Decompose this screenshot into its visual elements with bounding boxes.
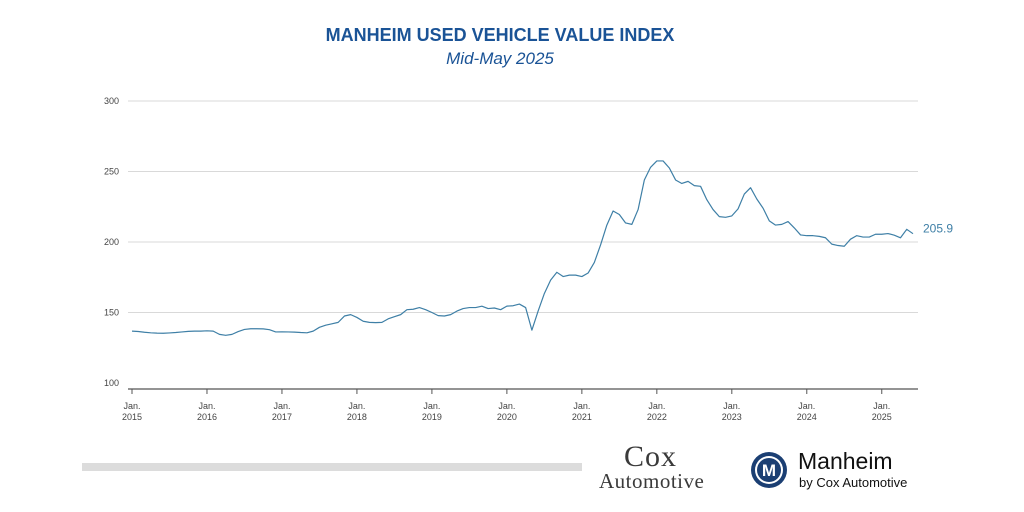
chart-subtitle: Mid-May 2025 (446, 49, 554, 68)
chart-title: MANHEIM USED VEHICLE VALUE INDEX (326, 25, 675, 45)
x-axis-ticks: Jan.2015Jan.2016Jan.2017Jan.2018Jan.2019… (122, 389, 892, 422)
x-tick-label-month: Jan. (123, 401, 140, 411)
x-tick-label-month: Jan. (873, 401, 890, 411)
x-tick-label-year: 2022 (647, 412, 667, 422)
x-tick-label-month: Jan. (573, 401, 590, 411)
y-tick-label: 250 (104, 167, 119, 177)
x-tick-label-year: 2020 (497, 412, 517, 422)
x-tick-label-month: Jan. (273, 401, 290, 411)
y-tick-label: 150 (104, 308, 119, 318)
footer-divider-bar (82, 463, 582, 471)
x-tick-label-year: 2015 (122, 412, 142, 422)
cox-logo-top-text: Cox (624, 440, 678, 473)
manheim-name: Manheim (798, 448, 893, 474)
x-tick-label-year: 2021 (572, 412, 592, 422)
x-tick-label-year: 2024 (797, 412, 817, 422)
grid-lines (128, 100, 918, 313)
y-tick-label: 200 (104, 237, 119, 247)
end-value-label: 205.9 (923, 222, 953, 236)
x-tick-label-year: 2023 (722, 412, 742, 422)
y-tick-label: 300 (104, 96, 119, 106)
y-tick-label: 100 (104, 378, 119, 388)
x-tick-label-year: 2018 (347, 412, 367, 422)
manheim-mark-letter: M (762, 461, 776, 480)
manheim-logo: M Manheim by Cox Automotive (750, 449, 930, 493)
x-tick-label-year: 2017 (272, 412, 292, 422)
series-line (131, 160, 914, 336)
manheim-subtitle: by Cox Automotive (799, 475, 908, 490)
x-tick-label-month: Jan. (798, 401, 815, 411)
x-tick-label-month: Jan. (648, 401, 665, 411)
x-tick-label-year: 2016 (197, 412, 217, 422)
x-tick-label-year: 2025 (872, 412, 892, 422)
manheim-circle-icon: M (751, 452, 787, 488)
y-axis-ticks: 100 150 200 250 300 (104, 96, 119, 388)
cox-logo-bottom-text: Automotive (599, 469, 705, 493)
x-tick-label-month: Jan. (348, 401, 365, 411)
x-tick-label-month: Jan. (423, 401, 440, 411)
x-tick-label-month: Jan. (723, 401, 740, 411)
chart-svg: MANHEIM USED VEHICLE VALUE INDEX Mid-May… (104, 25, 953, 422)
x-tick-label-month: Jan. (498, 401, 515, 411)
x-tick-label-month: Jan. (198, 401, 215, 411)
cox-automotive-logo: Cox Automotive (598, 440, 738, 493)
x-tick-label-year: 2019 (422, 412, 442, 422)
